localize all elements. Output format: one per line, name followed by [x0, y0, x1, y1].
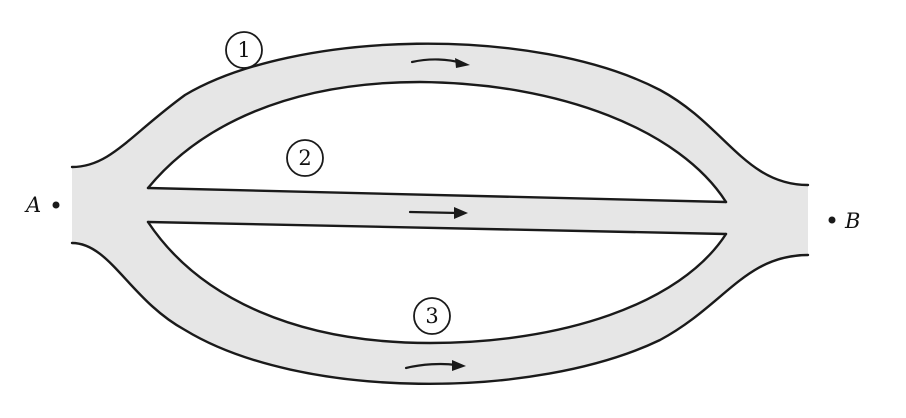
point-b-marker: B	[828, 209, 860, 233]
pipe-2-top-wall	[146, 186, 728, 204]
pipe-3-inner-wall	[146, 220, 728, 345]
svg-text:1: 1	[237, 38, 250, 62]
point-b-dot	[828, 216, 836, 224]
pipe-1-flow-arrow	[410, 58, 470, 68]
point-a-marker: A	[24, 193, 60, 217]
pipe-2-bottom-wall	[146, 220, 728, 236]
pipe-2-flow-arrow	[408, 207, 468, 219]
point-a-dot	[52, 201, 60, 209]
point-b-label: B	[844, 209, 860, 233]
pipe-3-flow-arrow	[404, 360, 466, 371]
pipe-3-outer-wall	[70, 241, 810, 386]
point-a-label: A	[24, 193, 41, 217]
pipe-network-body	[72, 43, 808, 384]
pipe-1-label: 1	[225, 31, 263, 69]
pipe-1-outer-wall	[70, 42, 810, 187]
pipe-2-label: 2	[286, 139, 324, 177]
svg-text:2: 2	[298, 146, 311, 170]
pipe-3-label: 3	[413, 297, 451, 335]
svg-text:3: 3	[425, 304, 438, 328]
pipe-1-inner-wall	[146, 80, 728, 204]
